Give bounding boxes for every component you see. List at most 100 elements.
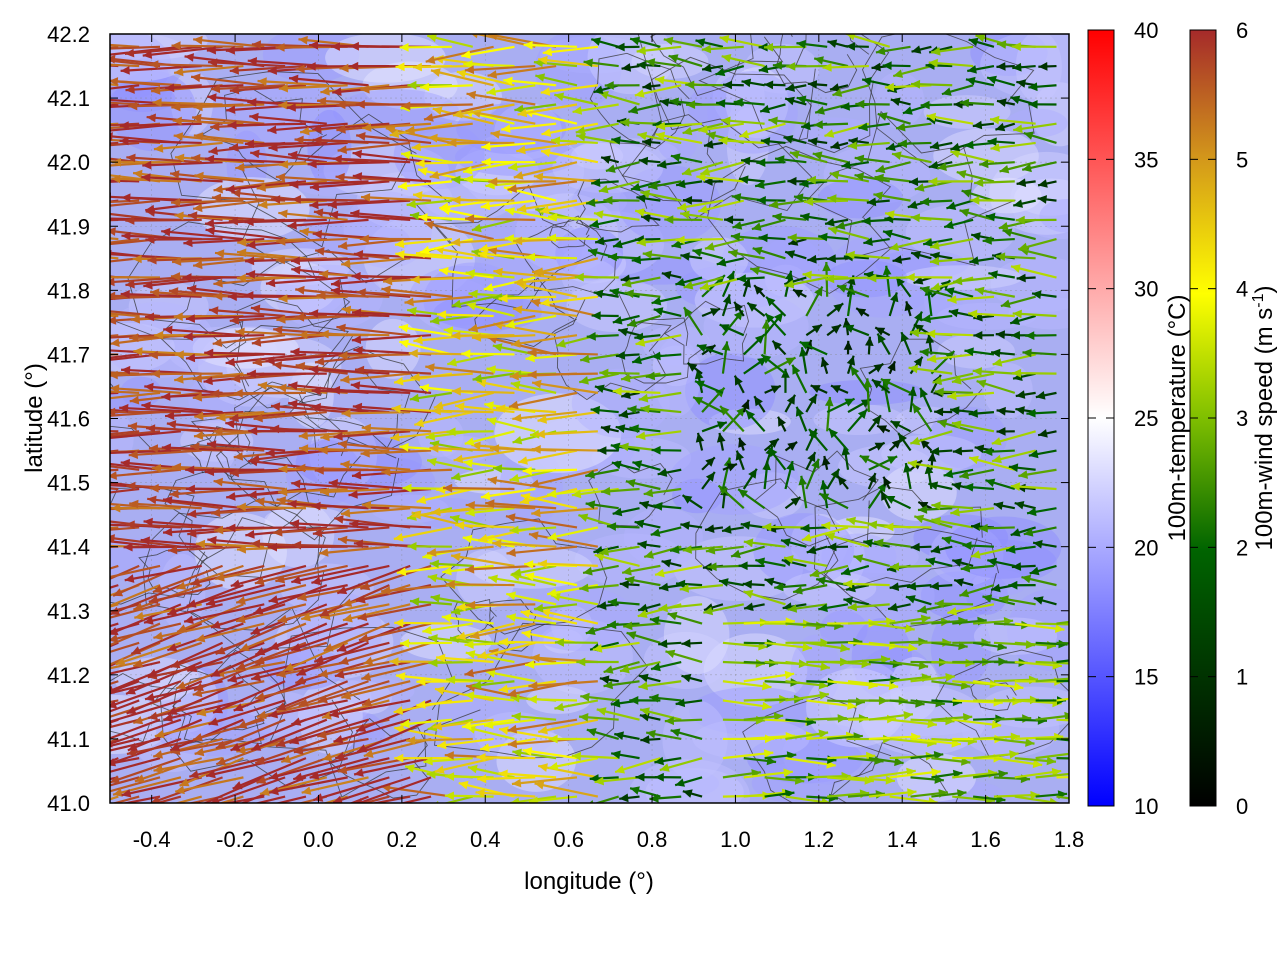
wind-vector-head <box>670 153 681 162</box>
wind-vector-head <box>514 277 524 287</box>
wind-vector <box>1033 596 1057 606</box>
wind-vector <box>1056 659 1069 664</box>
wind-vector <box>509 525 557 535</box>
wind-vector-head <box>225 357 235 367</box>
wind-vector <box>110 564 119 570</box>
wind-vector-shaft <box>540 295 598 305</box>
wind-vector-head <box>1049 797 1059 803</box>
wind-vector-head <box>182 273 192 282</box>
wind-vector-head <box>64 434 73 443</box>
wind-vector-shaft <box>404 295 473 304</box>
wind-vector-head <box>331 279 341 288</box>
wind-vector <box>183 603 265 624</box>
wind-vector <box>471 333 536 342</box>
wind-vector-head <box>983 447 993 456</box>
wind-vector <box>477 774 536 784</box>
wind-vector-head <box>853 554 864 563</box>
wind-vector-head <box>867 273 877 283</box>
wind-vector-head <box>808 394 817 405</box>
wind-vector-head <box>213 291 223 301</box>
wind-vector-head <box>640 707 650 716</box>
wind-vector-head <box>694 369 704 380</box>
wind-vector-head <box>944 287 955 296</box>
wind-vector-head <box>653 502 663 511</box>
wind-vector <box>908 177 932 187</box>
wind-vector-shaft <box>230 564 307 588</box>
wind-vector-head <box>784 279 795 289</box>
wind-vector <box>521 629 578 644</box>
wind-vector-head <box>214 525 224 535</box>
wind-vector-head <box>393 533 404 542</box>
wind-vector-head <box>256 808 266 816</box>
wind-vector <box>854 172 890 183</box>
wind-vector-head <box>289 180 299 189</box>
wind-vector-head <box>113 788 123 797</box>
wind-vector-shaft <box>126 156 202 164</box>
wind-vector-head <box>705 545 716 555</box>
wind-vector-head <box>499 726 509 735</box>
terrain-contour <box>859 338 983 438</box>
wind-vector-head <box>781 538 791 547</box>
wind-vector-shaft <box>258 199 327 207</box>
wind-vector-head <box>68 386 77 395</box>
wind-vector <box>889 795 938 803</box>
wind-vector-head <box>205 154 215 164</box>
wind-vector-head <box>611 460 622 470</box>
wind-vector-head <box>251 338 262 347</box>
wind-vector-shaft <box>537 411 598 422</box>
wind-vector <box>1032 539 1057 549</box>
wind-vector-head <box>211 508 221 518</box>
wind-vector-head <box>930 545 941 554</box>
wind-vector-shaft <box>527 372 598 376</box>
wind-vector-head <box>272 361 283 370</box>
wind-vector <box>424 220 494 241</box>
wind-vector-head <box>281 810 291 818</box>
wind-vector-head <box>458 780 469 790</box>
wind-vector-shaft <box>226 526 306 530</box>
wind-vector-head <box>907 643 918 652</box>
wind-vector-head <box>317 730 327 739</box>
wind-vector <box>785 691 829 702</box>
wind-vector-head <box>695 380 705 389</box>
wind-vector <box>863 538 890 548</box>
wind-vector-head <box>194 171 204 181</box>
wind-vector <box>416 487 473 505</box>
wind-vector-head <box>413 335 423 345</box>
wind-vector <box>110 757 161 773</box>
wind-vector-head <box>992 454 1002 464</box>
wind-vector-head <box>946 201 957 210</box>
wind-vector <box>535 429 598 439</box>
wind-vector-head <box>527 370 537 379</box>
wind-vector <box>446 427 494 437</box>
wind-vector-head <box>1006 545 1016 554</box>
wind-vector-shaft <box>250 151 327 164</box>
wind-vector-head <box>396 672 406 681</box>
wind-vector <box>110 468 181 480</box>
wind-vector <box>625 479 661 491</box>
wind-vector <box>152 564 223 594</box>
wind-vector-shaft <box>147 699 223 720</box>
wind-vector-head <box>226 523 236 533</box>
wind-vector-shaft <box>513 161 578 179</box>
wind-vector-head <box>113 588 124 597</box>
wind-vector-head <box>866 197 877 207</box>
wind-vector-shaft <box>121 776 202 797</box>
wind-vector <box>319 329 390 339</box>
wind-vector <box>248 426 327 436</box>
wind-vector <box>443 326 494 337</box>
wind-vector-shaft <box>337 442 411 452</box>
wind-vector <box>423 756 473 766</box>
wind-vector-shaft <box>110 699 119 704</box>
wind-vector <box>934 599 974 608</box>
wind-vector <box>164 410 244 420</box>
wind-vector <box>861 216 890 226</box>
wind-vector-head <box>338 241 348 250</box>
wind-vector-shaft <box>453 449 515 462</box>
wind-vector-head <box>635 338 646 347</box>
wind-vector-head <box>1013 682 1024 691</box>
wind-vector-head <box>134 611 144 621</box>
wind-vector-head <box>245 530 255 539</box>
wind-vector <box>925 557 953 567</box>
wind-vector <box>805 393 818 413</box>
wind-vector <box>110 257 140 263</box>
